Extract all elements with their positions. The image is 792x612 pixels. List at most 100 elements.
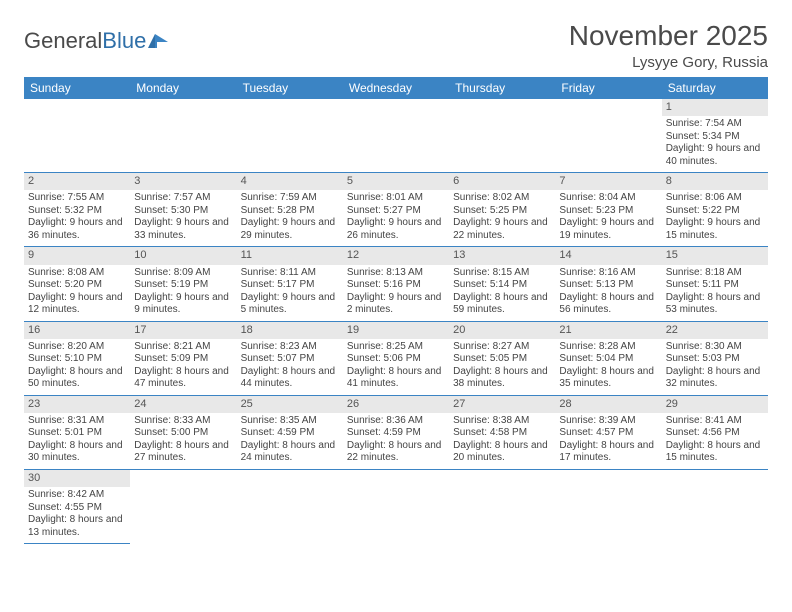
day-number: 13 [449, 247, 555, 264]
daylight-line: Daylight: 9 hours and 5 minutes. [241, 292, 339, 317]
day-details: Sunrise: 8:21 AMSunset: 5:09 PMDaylight:… [130, 339, 236, 395]
day-details: Sunrise: 8:31 AMSunset: 5:01 PMDaylight:… [24, 413, 130, 469]
calendar-empty-cell [662, 469, 768, 543]
sunrise-line: Sunrise: 8:02 AM [453, 192, 551, 205]
day-details: Sunrise: 7:57 AMSunset: 5:30 PMDaylight:… [130, 190, 236, 246]
daylight-line: Daylight: 8 hours and 15 minutes. [666, 440, 764, 465]
sunset-line: Sunset: 5:17 PM [241, 279, 339, 292]
daylight-line: Daylight: 9 hours and 36 minutes. [28, 217, 126, 242]
calendar-empty-cell [555, 99, 661, 173]
sunrise-line: Sunrise: 8:35 AM [241, 415, 339, 428]
day-details: Sunrise: 8:39 AMSunset: 4:57 PMDaylight:… [555, 413, 661, 469]
weekday-header: Monday [130, 77, 236, 99]
sunrise-line: Sunrise: 8:30 AM [666, 341, 764, 354]
day-details: Sunrise: 8:41 AMSunset: 4:56 PMDaylight:… [662, 413, 768, 469]
daylight-line: Daylight: 8 hours and 22 minutes. [347, 440, 445, 465]
weekday-row: SundayMondayTuesdayWednesdayThursdayFrid… [24, 77, 768, 99]
day-number: 6 [449, 173, 555, 190]
sunrise-line: Sunrise: 8:15 AM [453, 267, 551, 280]
sunset-line: Sunset: 5:23 PM [559, 205, 657, 218]
day-details: Sunrise: 8:33 AMSunset: 5:00 PMDaylight:… [130, 413, 236, 469]
day-details: Sunrise: 8:15 AMSunset: 5:14 PMDaylight:… [449, 265, 555, 321]
sunset-line: Sunset: 5:04 PM [559, 353, 657, 366]
sunrise-line: Sunrise: 8:27 AM [453, 341, 551, 354]
sunset-line: Sunset: 5:34 PM [666, 131, 764, 144]
calendar-day-cell: 23Sunrise: 8:31 AMSunset: 5:01 PMDayligh… [24, 395, 130, 469]
sunset-line: Sunset: 5:25 PM [453, 205, 551, 218]
sunset-line: Sunset: 5:13 PM [559, 279, 657, 292]
calendar-day-cell: 9Sunrise: 8:08 AMSunset: 5:20 PMDaylight… [24, 247, 130, 321]
sunrise-line: Sunrise: 7:57 AM [134, 192, 232, 205]
calendar-empty-cell [343, 469, 449, 543]
day-number: 26 [343, 396, 449, 413]
day-details: Sunrise: 8:27 AMSunset: 5:05 PMDaylight:… [449, 339, 555, 395]
daylight-line: Daylight: 8 hours and 32 minutes. [666, 366, 764, 391]
sunset-line: Sunset: 4:59 PM [347, 427, 445, 440]
weekday-header: Saturday [662, 77, 768, 99]
calendar-day-cell: 24Sunrise: 8:33 AMSunset: 5:00 PMDayligh… [130, 395, 236, 469]
sunset-line: Sunset: 5:32 PM [28, 205, 126, 218]
day-number: 15 [662, 247, 768, 264]
sunset-line: Sunset: 4:57 PM [559, 427, 657, 440]
calendar-day-cell: 21Sunrise: 8:28 AMSunset: 5:04 PMDayligh… [555, 321, 661, 395]
daylight-line: Daylight: 8 hours and 47 minutes. [134, 366, 232, 391]
page-root: GeneralBlue November 2025 Lysyye Gory, R… [0, 0, 792, 564]
calendar-day-cell: 5Sunrise: 8:01 AMSunset: 5:27 PMDaylight… [343, 173, 449, 247]
day-details: Sunrise: 8:42 AMSunset: 4:55 PMDaylight:… [24, 487, 130, 543]
calendar-day-cell: 10Sunrise: 8:09 AMSunset: 5:19 PMDayligh… [130, 247, 236, 321]
calendar-week-row: 16Sunrise: 8:20 AMSunset: 5:10 PMDayligh… [24, 321, 768, 395]
daylight-line: Daylight: 8 hours and 53 minutes. [666, 292, 764, 317]
sunset-line: Sunset: 5:30 PM [134, 205, 232, 218]
daylight-line: Daylight: 8 hours and 27 minutes. [134, 440, 232, 465]
daylight-line: Daylight: 9 hours and 26 minutes. [347, 217, 445, 242]
day-number: 27 [449, 396, 555, 413]
calendar-empty-cell [130, 99, 236, 173]
sunset-line: Sunset: 5:27 PM [347, 205, 445, 218]
sunrise-line: Sunrise: 8:18 AM [666, 267, 764, 280]
sunrise-line: Sunrise: 8:16 AM [559, 267, 657, 280]
day-details: Sunrise: 8:23 AMSunset: 5:07 PMDaylight:… [237, 339, 343, 395]
calendar-day-cell: 7Sunrise: 8:04 AMSunset: 5:23 PMDaylight… [555, 173, 661, 247]
calendar-day-cell: 3Sunrise: 7:57 AMSunset: 5:30 PMDaylight… [130, 173, 236, 247]
day-number: 1 [662, 99, 768, 116]
sunset-line: Sunset: 5:05 PM [453, 353, 551, 366]
daylight-line: Daylight: 8 hours and 13 minutes. [28, 514, 126, 539]
sunset-line: Sunset: 5:19 PM [134, 279, 232, 292]
daylight-line: Daylight: 8 hours and 30 minutes. [28, 440, 126, 465]
daylight-line: Daylight: 8 hours and 41 minutes. [347, 366, 445, 391]
day-number: 10 [130, 247, 236, 264]
daylight-line: Daylight: 9 hours and 40 minutes. [666, 143, 764, 168]
sunrise-line: Sunrise: 8:33 AM [134, 415, 232, 428]
calendar-week-row: 30Sunrise: 8:42 AMSunset: 4:55 PMDayligh… [24, 469, 768, 543]
day-number: 29 [662, 396, 768, 413]
calendar-day-cell: 13Sunrise: 8:15 AMSunset: 5:14 PMDayligh… [449, 247, 555, 321]
day-details: Sunrise: 8:20 AMSunset: 5:10 PMDaylight:… [24, 339, 130, 395]
daylight-line: Daylight: 9 hours and 33 minutes. [134, 217, 232, 242]
calendar-empty-cell [449, 99, 555, 173]
calendar-day-cell: 2Sunrise: 7:55 AMSunset: 5:32 PMDaylight… [24, 173, 130, 247]
page-title: November 2025 [569, 20, 768, 52]
day-number: 24 [130, 396, 236, 413]
sunrise-line: Sunrise: 8:41 AM [666, 415, 764, 428]
sunrise-line: Sunrise: 8:20 AM [28, 341, 126, 354]
logo-flag-icon [148, 32, 170, 48]
sunrise-line: Sunrise: 8:42 AM [28, 489, 126, 502]
day-details: Sunrise: 8:02 AMSunset: 5:25 PMDaylight:… [449, 190, 555, 246]
weekday-header: Wednesday [343, 77, 449, 99]
location-label: Lysyye Gory, Russia [569, 54, 768, 71]
sunset-line: Sunset: 4:59 PM [241, 427, 339, 440]
daylight-line: Daylight: 9 hours and 29 minutes. [241, 217, 339, 242]
sunset-line: Sunset: 5:03 PM [666, 353, 764, 366]
day-details: Sunrise: 8:38 AMSunset: 4:58 PMDaylight:… [449, 413, 555, 469]
calendar-empty-cell [237, 99, 343, 173]
day-number: 22 [662, 322, 768, 339]
sunset-line: Sunset: 5:09 PM [134, 353, 232, 366]
sunset-line: Sunset: 5:22 PM [666, 205, 764, 218]
day-number: 20 [449, 322, 555, 339]
day-details: Sunrise: 8:11 AMSunset: 5:17 PMDaylight:… [237, 265, 343, 321]
day-number: 8 [662, 173, 768, 190]
sunset-line: Sunset: 5:16 PM [347, 279, 445, 292]
sunrise-line: Sunrise: 8:01 AM [347, 192, 445, 205]
sunrise-line: Sunrise: 8:11 AM [241, 267, 339, 280]
sunrise-line: Sunrise: 8:39 AM [559, 415, 657, 428]
